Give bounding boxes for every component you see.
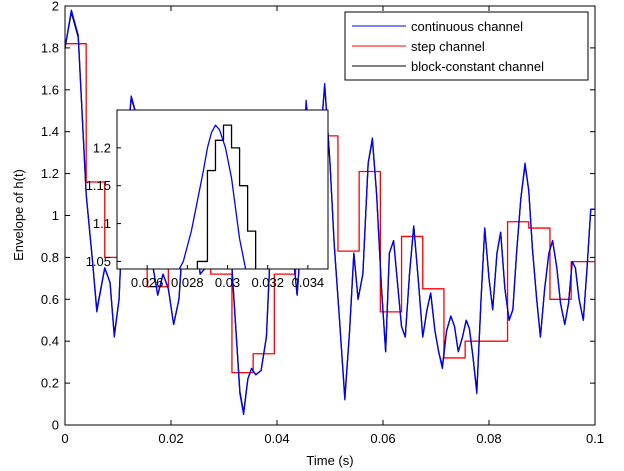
inset-y-tick-label: 1.15 — [86, 178, 111, 193]
y-tick-label: 1.6 — [41, 82, 59, 97]
inset-y-tick-label: 1.05 — [86, 254, 111, 269]
inset-y-tick-label: 1.2 — [93, 140, 111, 155]
x-tick-label: 0.04 — [264, 431, 289, 446]
x-tick-label: 0.1 — [586, 431, 604, 446]
inset-x-tick-label: 0.026 — [131, 275, 164, 290]
y-tick-label: 0.8 — [41, 250, 59, 265]
series-continuous-line — [65, 9, 595, 416]
y-tick-label: 1 — [52, 208, 59, 223]
inset-y-tick-label: 1.1 — [93, 216, 111, 231]
y-tick-label: 0.2 — [41, 376, 59, 391]
inset-continuous-line — [178, 124, 247, 269]
x-tick-label: 0.08 — [476, 431, 501, 446]
legend-label-step: step channel — [411, 39, 485, 54]
y-tick-label: 1.4 — [41, 124, 59, 139]
inset-x-tick-label: 0.032 — [251, 275, 284, 290]
y-tick-label: 1.8 — [41, 40, 59, 55]
x-axis-label: Time (s) — [306, 453, 353, 468]
y-tick-label: 0 — [52, 418, 59, 433]
main-axis-ticks: 0 0.02 0.04 0.06 0.08 0.1 0 0.2 0.4 0.6 0.8 1 1.2 1.4… — [41, 0, 604, 446]
y-tick-label: 2 — [52, 0, 59, 14]
x-tick-label: 0 — [61, 431, 68, 446]
inset-axis-ticks: 0.026 0.028 0.03 0.032 0.034 1.05 1.1 1.15 1.2 — [86, 140, 324, 290]
inset-block-line — [196, 124, 257, 269]
y-tick-label: 0.6 — [41, 292, 59, 307]
inset-plot-area — [116, 109, 329, 270]
y-tick-label: 1.2 — [41, 166, 59, 181]
legend-label-continuous: continuous channel — [411, 19, 523, 34]
y-tick-label: 0.4 — [41, 334, 59, 349]
x-tick-label: 0.02 — [158, 431, 183, 446]
inset-x-tick-label: 0.028 — [171, 275, 204, 290]
legend: continuous channel step channel block-co… — [344, 11, 589, 81]
inset-series-group — [178, 124, 257, 269]
legend-label-block: block-constant channel — [411, 59, 544, 74]
x-tick-label: 0.06 — [370, 431, 395, 446]
y-axis-label: Envelope of h(t) — [11, 169, 26, 261]
inset-x-tick-label: 0.034 — [292, 275, 325, 290]
inset-x-tick-label: 0.03 — [215, 275, 240, 290]
